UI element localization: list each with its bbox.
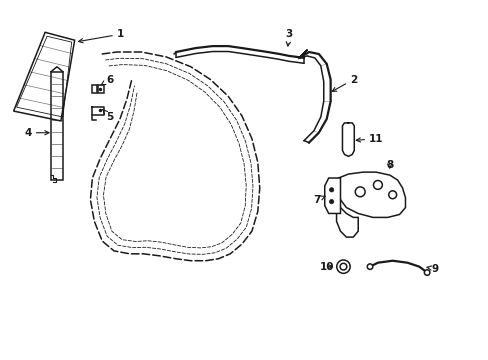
Text: 10: 10 (319, 262, 333, 272)
Polygon shape (336, 208, 358, 237)
Text: 9: 9 (426, 264, 438, 274)
Text: 11: 11 (356, 134, 383, 144)
Polygon shape (338, 172, 405, 217)
Circle shape (424, 270, 429, 275)
Circle shape (366, 264, 372, 269)
Bar (92, 85, 97, 93)
Text: 2: 2 (331, 75, 356, 91)
Text: 6: 6 (101, 75, 114, 85)
Circle shape (329, 188, 333, 192)
Text: 8: 8 (386, 160, 392, 170)
Text: 7: 7 (312, 195, 325, 205)
Text: 5: 5 (102, 109, 114, 122)
Text: 4: 4 (25, 128, 49, 138)
Text: 1: 1 (79, 29, 123, 43)
Polygon shape (324, 178, 340, 213)
Text: 3: 3 (285, 29, 292, 46)
Circle shape (329, 199, 333, 204)
Bar (98, 85, 103, 93)
